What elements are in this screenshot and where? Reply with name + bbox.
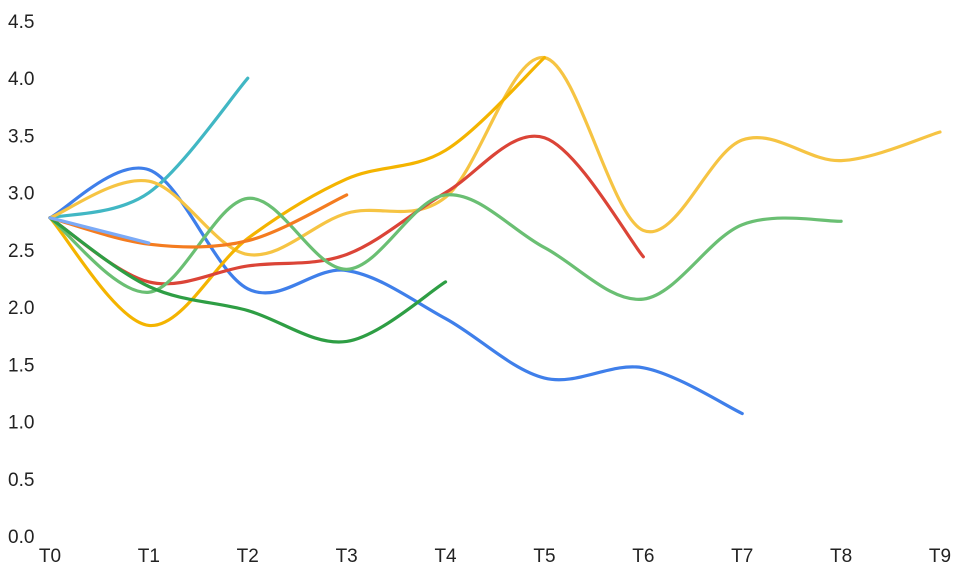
x-tick-label: T4 [434,546,457,567]
series-line-9 [48,216,151,245]
x-tick-label: T6 [632,546,654,567]
series-line-4 [48,56,547,328]
x-tick-label: T7 [731,546,753,567]
series-line-8 [48,193,349,249]
y-tick-label: 3.5 [8,126,34,147]
x-tick-label: T8 [830,546,852,567]
series-line-1 [48,166,744,416]
x-tick-label: T0 [39,546,61,567]
series-lines [48,56,942,416]
x-tick-label: T2 [237,546,259,567]
series-line-2 [48,76,250,220]
y-tick-label: 2.5 [8,241,34,262]
x-axis-ticks: T0 T1 T2 T3 T4 T5 T6 T7 T8 T9 [39,546,951,567]
series-line-5 [48,134,645,286]
x-tick-label: T9 [929,546,951,567]
y-tick-label: 4.0 [8,69,34,90]
y-tick-label: 1.0 [8,413,34,434]
y-tick-label: 3.0 [8,184,34,205]
series-line-6 [48,193,843,301]
y-tick-label: 4.5 [8,12,34,33]
x-tick-label: T5 [533,546,555,567]
y-tick-label: 0.5 [8,470,34,491]
y-axis-ticks: 0.0 0.5 1.0 1.5 2.0 2.5 3.0 3.5 4.0 4.5 [8,12,34,548]
series-line-7 [48,216,448,344]
x-tick-label: T3 [336,546,358,567]
x-tick-label: T1 [138,546,160,567]
y-tick-label: 2.0 [8,298,34,319]
y-tick-label: 1.5 [8,355,34,376]
series-line-3 [48,56,942,257]
y-tick-label: 0.0 [8,527,34,548]
